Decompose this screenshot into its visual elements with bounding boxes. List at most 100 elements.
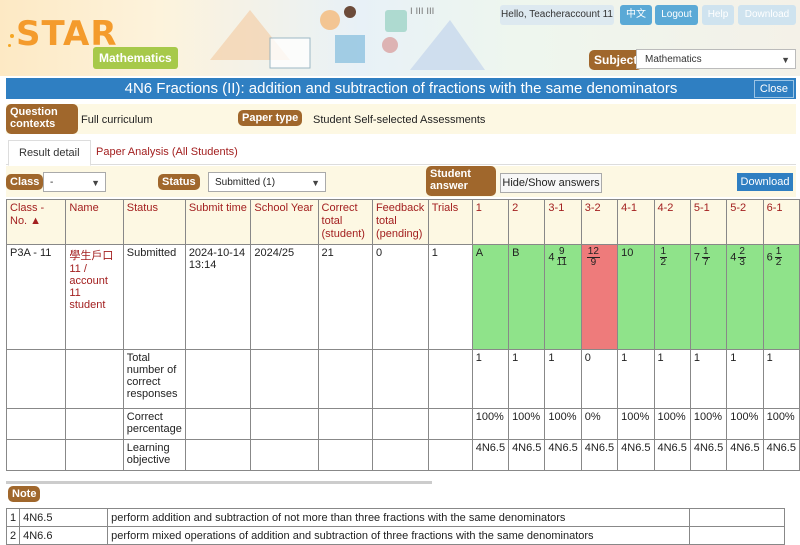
student-submit-time: 2024-10-14 13:14 bbox=[184, 244, 252, 350]
student-name-link[interactable]: 學生戶口 11 / account 11 student bbox=[65, 244, 124, 350]
answer-cell: B bbox=[508, 244, 546, 350]
answer-cell: 10 bbox=[617, 244, 655, 350]
paper-type-label: Paper type bbox=[238, 110, 303, 126]
empty-cell bbox=[250, 408, 319, 440]
summary-value: 100% bbox=[762, 408, 800, 440]
status-select[interactable]: Submitted (1) ▼ bbox=[208, 172, 326, 192]
student-status: Submitted bbox=[122, 244, 186, 350]
empty-cell bbox=[427, 439, 473, 471]
tab-paper-analysis[interactable]: Paper Analysis (All Students) bbox=[96, 146, 238, 158]
note-code: 4N6.6 bbox=[19, 526, 109, 545]
header-question[interactable]: 5-2 bbox=[726, 199, 764, 245]
logout-button[interactable]: Logout bbox=[655, 5, 698, 25]
logo-subtitle: Mathematics bbox=[93, 47, 178, 69]
fraction-denominator: 11 bbox=[556, 257, 567, 268]
chevron-down-icon: ▼ bbox=[91, 178, 100, 188]
header-correct-total[interactable]: Correct total (student) bbox=[317, 199, 373, 245]
student-row: P3A - 11 學生戶口 11 / account 11 student Su… bbox=[5, 244, 800, 350]
student-class-no: P3A - 11 bbox=[5, 244, 67, 350]
note-extra bbox=[689, 526, 786, 545]
fraction-numerator: 1 bbox=[774, 246, 783, 258]
empty-cell bbox=[427, 349, 473, 409]
language-button[interactable]: 中文 bbox=[620, 5, 652, 25]
header-question[interactable]: 4-1 bbox=[617, 199, 655, 245]
header-download-button[interactable]: Download bbox=[738, 5, 796, 25]
student-correct-total: 21 bbox=[317, 244, 373, 350]
header-question[interactable]: 5-1 bbox=[689, 199, 728, 245]
answer-whole: 7 bbox=[693, 251, 700, 264]
summary-value: 100% bbox=[726, 408, 764, 440]
subject-value: Mathematics bbox=[645, 54, 702, 65]
summary-value: 1 bbox=[653, 349, 691, 409]
summary-value: 4N6.5 bbox=[653, 439, 691, 471]
header-question[interactable]: 3-1 bbox=[544, 199, 582, 245]
question-contexts-label: Question contexts bbox=[6, 104, 78, 134]
header-question[interactable]: 2 bbox=[508, 199, 546, 245]
header-trials[interactable]: Trials bbox=[427, 199, 473, 245]
summary-value: 0 bbox=[580, 349, 619, 409]
chevron-down-icon: ▼ bbox=[311, 178, 320, 188]
header-name[interactable]: Name bbox=[65, 199, 124, 245]
summary-value: 1 bbox=[726, 349, 764, 409]
notes-table: 1 4N6.5 perform addition and subtraction… bbox=[5, 508, 786, 545]
empty-cell bbox=[250, 439, 319, 471]
subject-label: Subject bbox=[589, 50, 643, 70]
note-extra bbox=[689, 508, 786, 527]
note-code: 4N6.5 bbox=[19, 508, 109, 527]
header-question[interactable]: 1 bbox=[471, 199, 510, 245]
header-class-no[interactable]: Class - No. ▲ bbox=[5, 199, 67, 245]
summary-value: 100% bbox=[508, 408, 546, 440]
empty-cell bbox=[65, 408, 124, 440]
empty-cell bbox=[184, 439, 252, 471]
help-button[interactable]: Help bbox=[702, 5, 734, 25]
summary-label: Total number of correct responses bbox=[122, 349, 186, 409]
note-row: 2 4N6.6 perform mixed operations of addi… bbox=[5, 526, 786, 545]
fraction-numerator: 12 bbox=[586, 246, 600, 258]
header-question[interactable]: 4-2 bbox=[653, 199, 691, 245]
download-button[interactable]: Download bbox=[737, 173, 793, 191]
header-question[interactable]: 6-1 bbox=[762, 199, 800, 245]
header-submit-time[interactable]: Submit time bbox=[184, 199, 252, 245]
summary-value: 4N6.5 bbox=[508, 439, 546, 471]
summary-value: 4N6.5 bbox=[689, 439, 728, 471]
summary-value: 4N6.5 bbox=[762, 439, 800, 471]
header-school-year[interactable]: School Year bbox=[250, 199, 319, 245]
empty-cell bbox=[65, 439, 124, 471]
show-answers-button[interactable]: Hide/Show answers bbox=[500, 173, 602, 193]
answer-cell: 4 9 11 bbox=[544, 244, 582, 350]
answer-cell: A bbox=[471, 244, 510, 350]
close-button[interactable]: Close bbox=[753, 80, 794, 98]
empty-cell bbox=[371, 408, 429, 440]
summary-value: 0% bbox=[580, 408, 619, 440]
header-question[interactable]: 3-2 bbox=[580, 199, 619, 245]
summary-value: 1 bbox=[617, 349, 655, 409]
horizontal-scrollbar[interactable] bbox=[6, 481, 432, 484]
summary-label: Correct percentage bbox=[122, 408, 186, 440]
class-label: Class bbox=[6, 174, 44, 190]
summary-row-correct-count: Total number of correct responses 1 1 1 0 1 1 1… bbox=[5, 349, 800, 409]
tab-result-detail[interactable]: Result detail bbox=[8, 140, 91, 166]
answer-whole: 10 bbox=[621, 247, 634, 259]
empty-cell bbox=[371, 349, 429, 409]
header-status[interactable]: Status bbox=[122, 199, 186, 245]
greeting-text: Hello, Teacheraccount 11 bbox=[500, 5, 614, 25]
student-school-year: 2024/25 bbox=[250, 244, 319, 350]
svg-text:I III III: I III III bbox=[410, 7, 434, 17]
subject-select[interactable]: Mathematics ▼ bbox=[636, 49, 796, 69]
empty-cell bbox=[5, 408, 67, 440]
note-no: 2 bbox=[5, 526, 21, 545]
header-feedback-total[interactable]: Feedback total (pending) bbox=[371, 199, 429, 245]
banner-illustration: I III III bbox=[210, 6, 485, 70]
fraction-denominator: 9 bbox=[590, 257, 597, 268]
student-answer-label: Student answer bbox=[426, 166, 496, 196]
summary-value: 1 bbox=[471, 349, 510, 409]
empty-cell bbox=[184, 408, 252, 440]
summary-row-correct-percentage: Correct percentage 100% 100% 100% 0% 100% 100%… bbox=[5, 408, 800, 440]
class-select[interactable]: - ▼ bbox=[43, 172, 106, 192]
star-decoration bbox=[10, 34, 14, 38]
question-contexts-value: Full curriculum bbox=[81, 114, 153, 126]
summary-value: 100% bbox=[544, 408, 582, 440]
